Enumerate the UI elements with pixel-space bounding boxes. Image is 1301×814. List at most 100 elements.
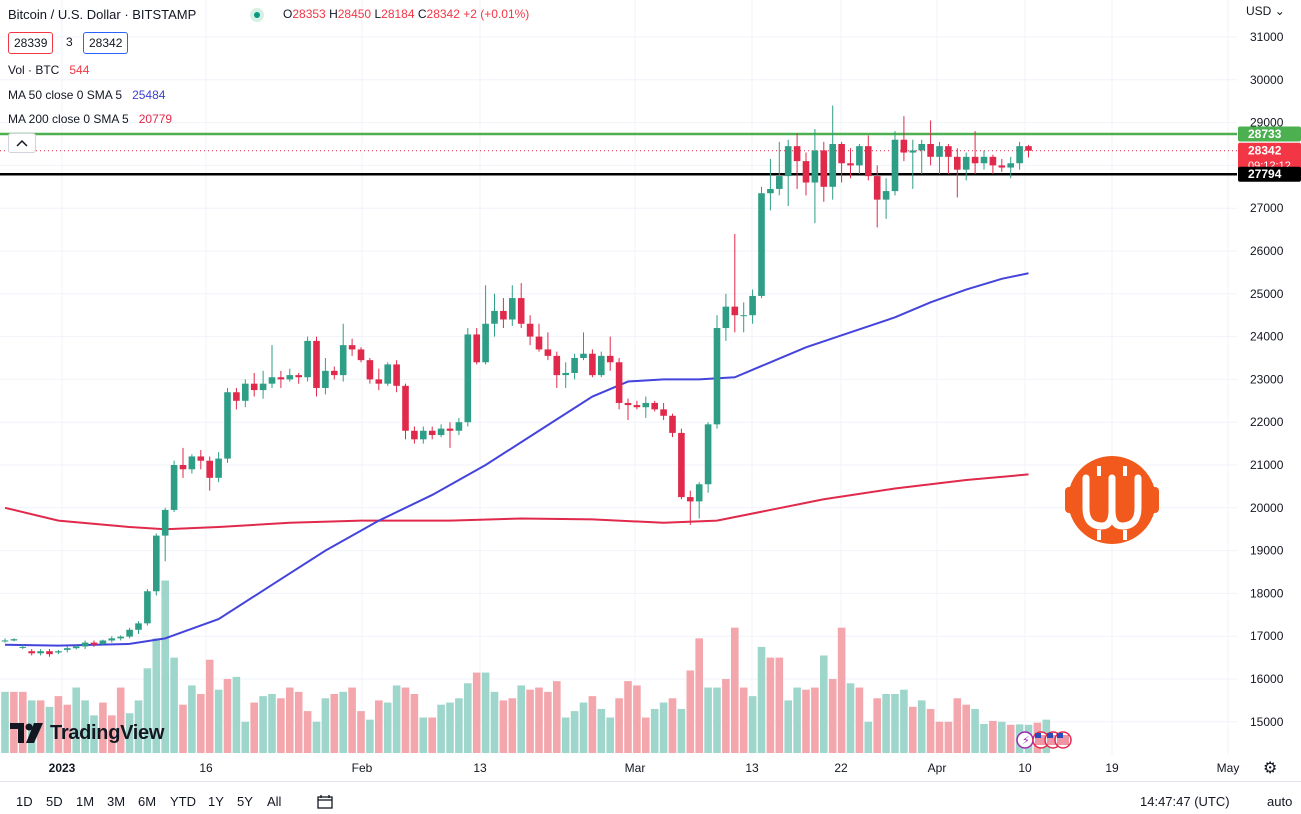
candle-body	[945, 146, 952, 157]
indicator-volume[interactable]: Vol · BTC 544	[8, 63, 89, 77]
volume-bar	[873, 698, 881, 753]
volume-bar	[108, 715, 116, 753]
indicator-ma200[interactable]: MA 200 close 0 SMA 5 20779	[8, 112, 172, 126]
timeframe-1d[interactable]: 1D	[16, 794, 33, 809]
candle-body	[998, 165, 1006, 168]
date-range-icon[interactable]	[317, 795, 333, 809]
gear-icon[interactable]: ⚙	[1263, 760, 1278, 777]
candle	[598, 351, 605, 378]
candle-body	[428, 430, 436, 436]
volume-bar	[455, 698, 463, 753]
candle-body	[500, 310, 507, 320]
volume-bar	[188, 685, 196, 753]
timeframe-1y[interactable]: 1Y	[208, 794, 224, 809]
candle	[126, 627, 133, 639]
lightning-icon: ⚡	[1022, 735, 1030, 747]
y-tick-label: 16000	[1250, 672, 1284, 686]
volume-bar	[481, 672, 490, 753]
high-label: H	[329, 7, 338, 21]
timeframe-5y[interactable]: 5Y	[237, 794, 253, 809]
sell-price-button[interactable]: 28339	[8, 32, 54, 54]
candle	[927, 120, 934, 166]
candle-body	[891, 139, 899, 192]
candle-body	[304, 340, 311, 378]
candle-body	[250, 383, 258, 391]
candle-body	[544, 349, 552, 356]
auto-scale-toggle[interactable]: auto	[1267, 794, 1293, 809]
volume-bar	[517, 685, 525, 753]
candle	[704, 422, 712, 493]
candle-body	[820, 150, 828, 187]
open-value: 28353	[292, 7, 326, 21]
volume-bar	[303, 711, 312, 753]
candle	[10, 638, 18, 642]
candle-body	[704, 424, 712, 485]
price-chart[interactable]: 15000 16000 17000 18000 19000 20000 21000 22000…	[0, 0, 1301, 781]
volume-bar	[597, 708, 606, 753]
bottom-toolbar: 1D 5D 1M 3M 6M YTD 1Y 5Y All 14:47:47 (U…	[0, 781, 1301, 814]
candle	[1016, 141, 1023, 170]
candle	[758, 186, 765, 299]
candle	[64, 646, 71, 653]
candle	[722, 293, 730, 341]
timeframe-ytd[interactable]: YTD	[170, 794, 196, 809]
candle	[1, 638, 9, 643]
candle-body	[384, 364, 391, 384]
candle	[802, 152, 810, 196]
candle	[384, 362, 391, 386]
symbol-title[interactable]: Bitcoin / U.S. Dollar · BITSTAMP	[8, 7, 197, 22]
candle-body	[81, 642, 89, 647]
timeframe-3m[interactable]: 3M	[107, 794, 126, 809]
y-tick-label: 23000	[1250, 372, 1284, 386]
candle-body	[811, 150, 819, 183]
candle	[847, 148, 854, 179]
candle	[571, 353, 578, 380]
candle-body	[687, 497, 694, 502]
volume-bar	[499, 700, 508, 753]
candle-body	[295, 375, 302, 378]
volume-bar	[170, 657, 178, 753]
close-value: 28342	[426, 7, 460, 21]
candle-body	[1025, 146, 1032, 151]
volume-bar	[668, 698, 677, 753]
y-tick-label: 18000	[1250, 586, 1284, 600]
indicator-value: 25484	[132, 88, 166, 102]
candle	[784, 139, 792, 207]
timeframe-6m[interactable]: 6M	[138, 794, 157, 809]
indicator-ma50[interactable]: MA 50 close 0 SMA 5 25484	[8, 88, 165, 102]
candle	[393, 360, 400, 393]
volume-bar	[775, 657, 784, 753]
currency-selector[interactable]: USD ⌄	[1246, 4, 1285, 18]
candle	[153, 533, 160, 596]
timeframe-all[interactable]: All	[267, 794, 282, 809]
volume-bar	[508, 698, 517, 753]
timeframe-5d[interactable]: 5D	[46, 794, 63, 809]
candle-body	[731, 306, 739, 316]
volume-bar	[1, 691, 9, 753]
buy-price-button[interactable]: 28342	[83, 32, 129, 54]
candle-body	[713, 328, 721, 425]
collapse-indicators-button[interactable]	[8, 133, 36, 153]
flag-canton-icon	[1035, 733, 1041, 738]
volume-bar	[917, 700, 926, 753]
candle-body	[535, 336, 543, 350]
candle	[749, 289, 756, 324]
candle	[99, 639, 107, 645]
volume-bar	[855, 687, 864, 753]
candle	[829, 105, 836, 200]
volume-bar	[330, 693, 339, 753]
open-label: O	[283, 7, 293, 21]
candle	[135, 621, 142, 635]
volume-bar	[561, 717, 570, 753]
volume-bar	[553, 681, 561, 753]
utc-clock[interactable]: 14:47:47 (UTC)	[1140, 794, 1230, 809]
indicator-value: 544	[69, 63, 90, 77]
price-label-box	[1238, 126, 1301, 142]
volume-bar	[766, 657, 775, 753]
candle-body	[776, 176, 783, 189]
timeframe-1m[interactable]: 1M	[76, 794, 95, 809]
candle	[918, 139, 925, 174]
candle-body	[767, 188, 774, 194]
price-label-box	[1238, 142, 1301, 173]
volume-bar	[286, 687, 294, 753]
